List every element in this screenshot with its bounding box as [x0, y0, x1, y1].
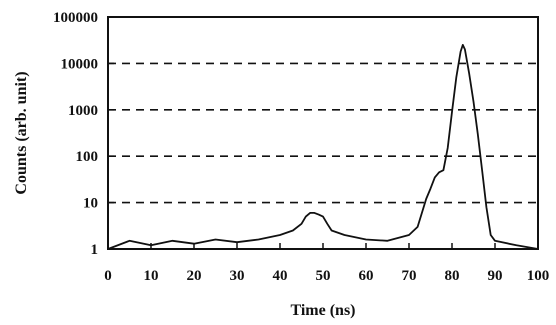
gridlines	[108, 62, 538, 204]
x-tick-label: 20	[187, 268, 202, 284]
x-tick-label: 60	[359, 268, 374, 284]
tick-labels: 1 10 100 1000 10000 100000 0 10 20 30 40 50 60 70 80 90…	[53, 10, 549, 284]
x-tick-label: 40	[273, 268, 288, 284]
y-tick-label: 10	[83, 196, 98, 212]
x-tick-label: 70	[402, 268, 417, 284]
y-tick-label: 100000	[53, 10, 98, 26]
x-axis-label: Time (ns)	[290, 302, 355, 319]
y-axis-label: Counts (arb. unit)	[13, 71, 30, 194]
x-tick-label: 0	[104, 268, 112, 284]
plot-frame	[107, 16, 539, 250]
y-tick-label: 1	[91, 242, 99, 258]
axes	[107, 16, 539, 250]
series-line	[107, 44, 539, 250]
x-tick-label: 50	[316, 268, 331, 284]
x-tick-label: 90	[488, 268, 503, 284]
x-tick-label: 30	[230, 268, 245, 284]
y-tick-label: 10000	[61, 56, 99, 72]
y-tick-label: 1000	[68, 103, 98, 119]
series-layer	[107, 44, 539, 250]
x-tick-label: 10	[144, 268, 159, 284]
y-tick-label: 100	[76, 149, 99, 165]
x-tick-label: 80	[445, 268, 460, 284]
x-tick-label: 100	[527, 268, 550, 284]
